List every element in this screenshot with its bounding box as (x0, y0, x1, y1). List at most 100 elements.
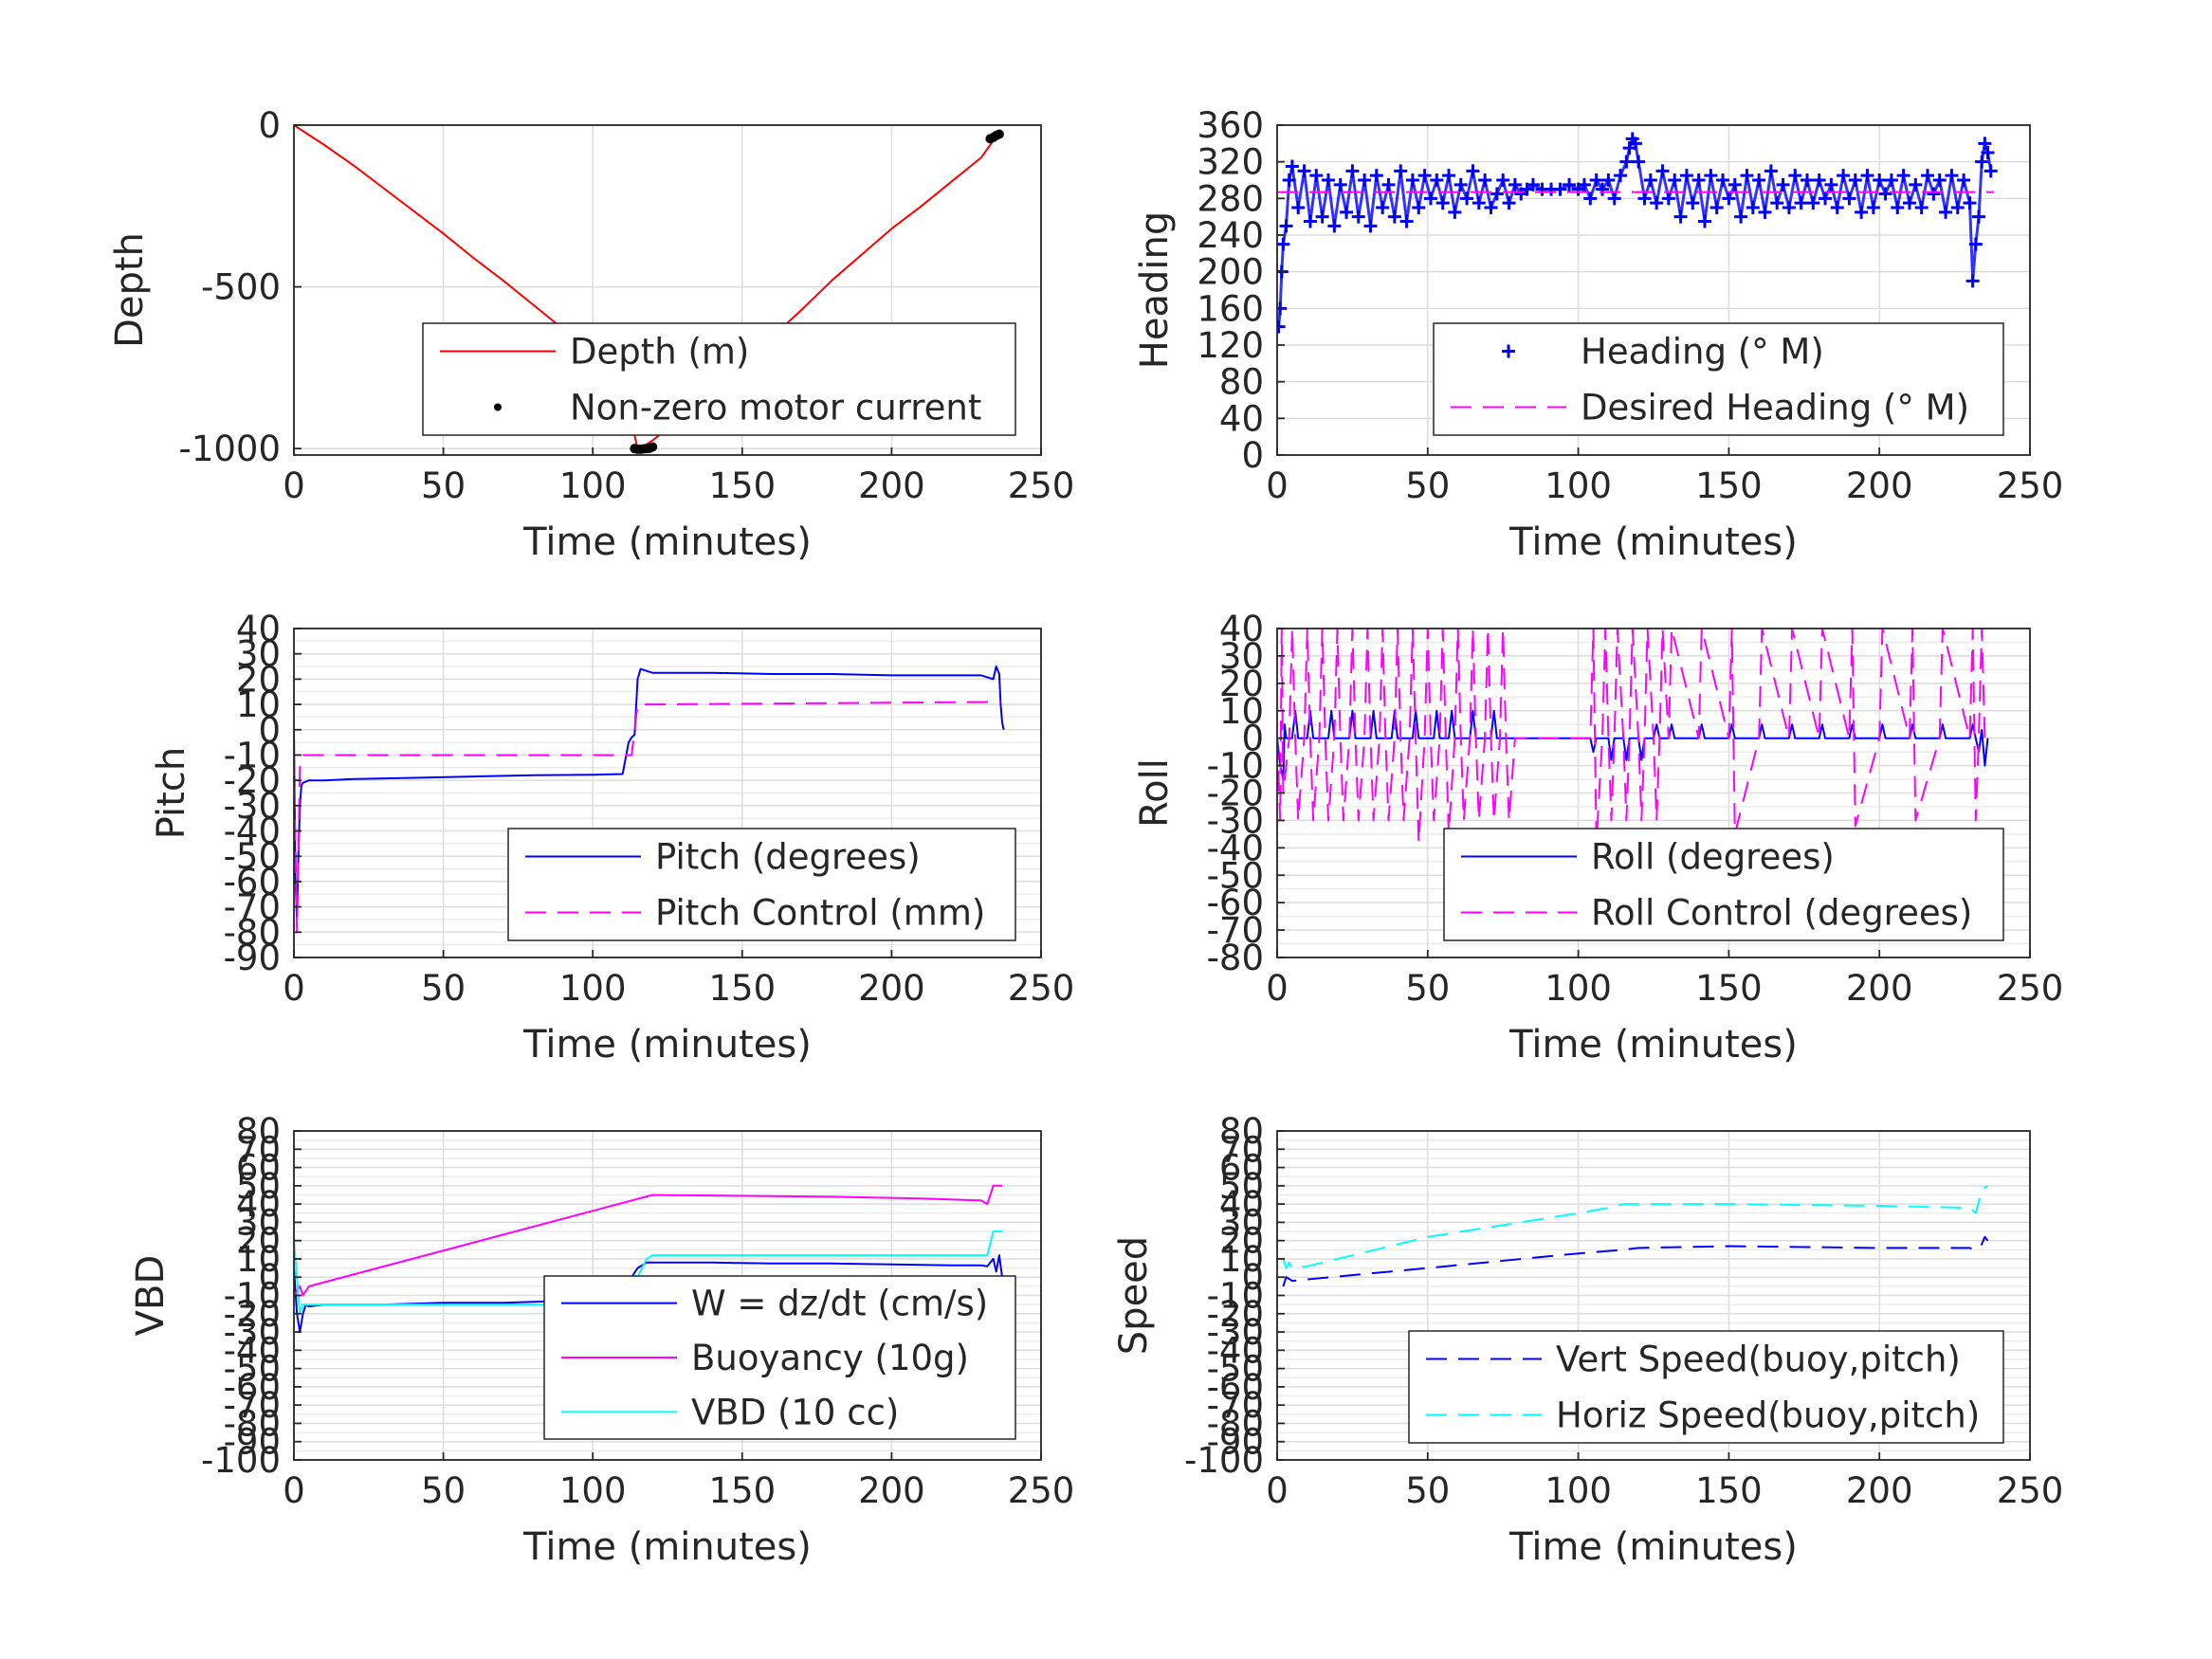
tick-label-x: 150 (708, 968, 776, 1009)
tick-label-y: -10 (224, 735, 281, 775)
chart-depth: 0 50 100 150 200 250 0 -500 -1000 Time (minutes) D… (108, 105, 1074, 564)
tick-label-x: 200 (1846, 968, 1913, 1009)
y-axis-label: Heading (1133, 211, 1177, 369)
series-point (1563, 177, 1577, 191)
series-point (1589, 173, 1603, 187)
series-point (1873, 173, 1887, 187)
series-point (1394, 164, 1408, 178)
chart-pitch: 0 50 100 150 200 250403020100-10-20-30-40-50-… (150, 609, 1074, 1066)
tick-label-y: -70 (224, 887, 281, 928)
tick-label-y: 240 (1197, 215, 1264, 256)
series-point (1939, 205, 1953, 219)
tick-label-y: 10 (1219, 691, 1264, 732)
series-point (1655, 164, 1670, 178)
series-point (1369, 169, 1383, 183)
tick-label-y: 360 (1197, 105, 1264, 146)
series-point (1412, 201, 1426, 214)
tick-label-x: 100 (559, 968, 627, 1009)
tick-label-x: 50 (1405, 465, 1450, 506)
series-point (1728, 177, 1742, 191)
tick-label-x: 100 (559, 465, 627, 506)
chart-heading: 0 50 100 150 200 2500408012016020024028032036… (1133, 105, 2063, 564)
series-point (1824, 177, 1838, 191)
chart-roll: 0 50 100 150 200 250403020100-10-20-30-40-50-… (1133, 609, 2063, 1066)
tick-label-y: -30 (224, 786, 281, 827)
tick-label-y: 50 (1219, 1166, 1264, 1207)
series-point (1740, 169, 1754, 183)
tick-label-y: -60 (1207, 1367, 1264, 1408)
series-point (1673, 210, 1688, 224)
legend-box (1408, 1330, 2004, 1444)
series-point (1770, 196, 1784, 210)
tick-label-y: 320 (1197, 142, 1264, 183)
series-point (1963, 196, 1977, 210)
series-point (1734, 210, 1748, 224)
tick-label-y: -30 (224, 1312, 281, 1353)
tick-label-y: 70 (236, 1129, 281, 1170)
series-point (1686, 196, 1700, 210)
tick-label-y: 20 (1219, 664, 1264, 704)
series-group (1277, 629, 1989, 844)
tick-label-x: 100 (1545, 968, 1612, 1009)
tick-label-y: 70 (1219, 1129, 1264, 1170)
tick-label-x: 0 (283, 968, 305, 1009)
series-point (1909, 177, 1923, 191)
legend: Pitch (degrees) Pitch Control (mm) (507, 828, 1016, 941)
tick-label-y: -80 (224, 1403, 281, 1444)
legend-label: Desired Heading (° M) (1581, 388, 1969, 428)
series-point (1921, 169, 1935, 183)
series-point (1363, 219, 1378, 233)
series-point (1957, 173, 1971, 187)
tick-label-y: 60 (236, 1148, 281, 1189)
series-point (1972, 210, 1986, 224)
tick-label-y: -10 (224, 1276, 281, 1317)
series-point (1508, 177, 1522, 191)
series-point (1496, 173, 1510, 187)
tick-label-y: -80 (1207, 1403, 1264, 1444)
tick-label-y: -90 (224, 938, 281, 978)
tick-label-x: 50 (421, 1470, 466, 1511)
chart-speed: 0 50 100 150 200 25080706050403020100-10-20-3… (1112, 1111, 2063, 1569)
tick-label-y: 280 (1197, 178, 1264, 219)
tick-label-y: 40 (1219, 1184, 1264, 1225)
series-line-0 (1277, 709, 1989, 780)
series-group (294, 125, 1004, 454)
series-point (1601, 173, 1616, 187)
series-point (1975, 155, 1989, 169)
series-point (1746, 201, 1760, 214)
tick-label-y: -20 (1207, 774, 1264, 814)
tick-label-y: 40 (236, 609, 281, 649)
series-point (1399, 214, 1414, 228)
tick-label-y: 50 (236, 1166, 281, 1207)
tick-label-x: 250 (1008, 968, 1075, 1009)
series-point (1607, 191, 1621, 206)
series-point (1812, 173, 1826, 187)
tick-label-y: -500 (201, 267, 281, 308)
tick-label-y: -40 (1207, 828, 1264, 868)
legend-label: Horiz Speed(buoy,pitch) (1556, 1395, 1980, 1436)
x-axis-label: Time (minutes) (522, 1525, 812, 1569)
series-point (1848, 173, 1862, 187)
tick-label-x: 100 (559, 1470, 627, 1511)
series-point (1764, 164, 1778, 178)
tick-label-y: -100 (201, 1440, 281, 1481)
tick-label-y: 80 (236, 1111, 281, 1152)
series-point (1842, 191, 1856, 206)
tick-label-y: 0 (258, 105, 281, 146)
series-point (1351, 210, 1365, 224)
tick-label-y: -90 (1207, 1422, 1264, 1463)
series-point (1983, 164, 1998, 178)
tick-label-y: -10 (1207, 1276, 1264, 1317)
series-point (1484, 201, 1498, 214)
tick-label-x: 250 (1997, 968, 2064, 1009)
y-axis-label: VBD (129, 1255, 173, 1337)
x-axis-label: Time (minutes) (522, 520, 812, 564)
axes-box (293, 124, 1042, 456)
tick-label-x: 150 (708, 1470, 776, 1511)
tick-label-y: 200 (1197, 252, 1264, 293)
legend-box (507, 828, 1016, 941)
series-point (1435, 196, 1450, 210)
series-point (1277, 237, 1290, 251)
tick-label-y: 30 (236, 1202, 281, 1243)
series-point (1340, 205, 1354, 219)
